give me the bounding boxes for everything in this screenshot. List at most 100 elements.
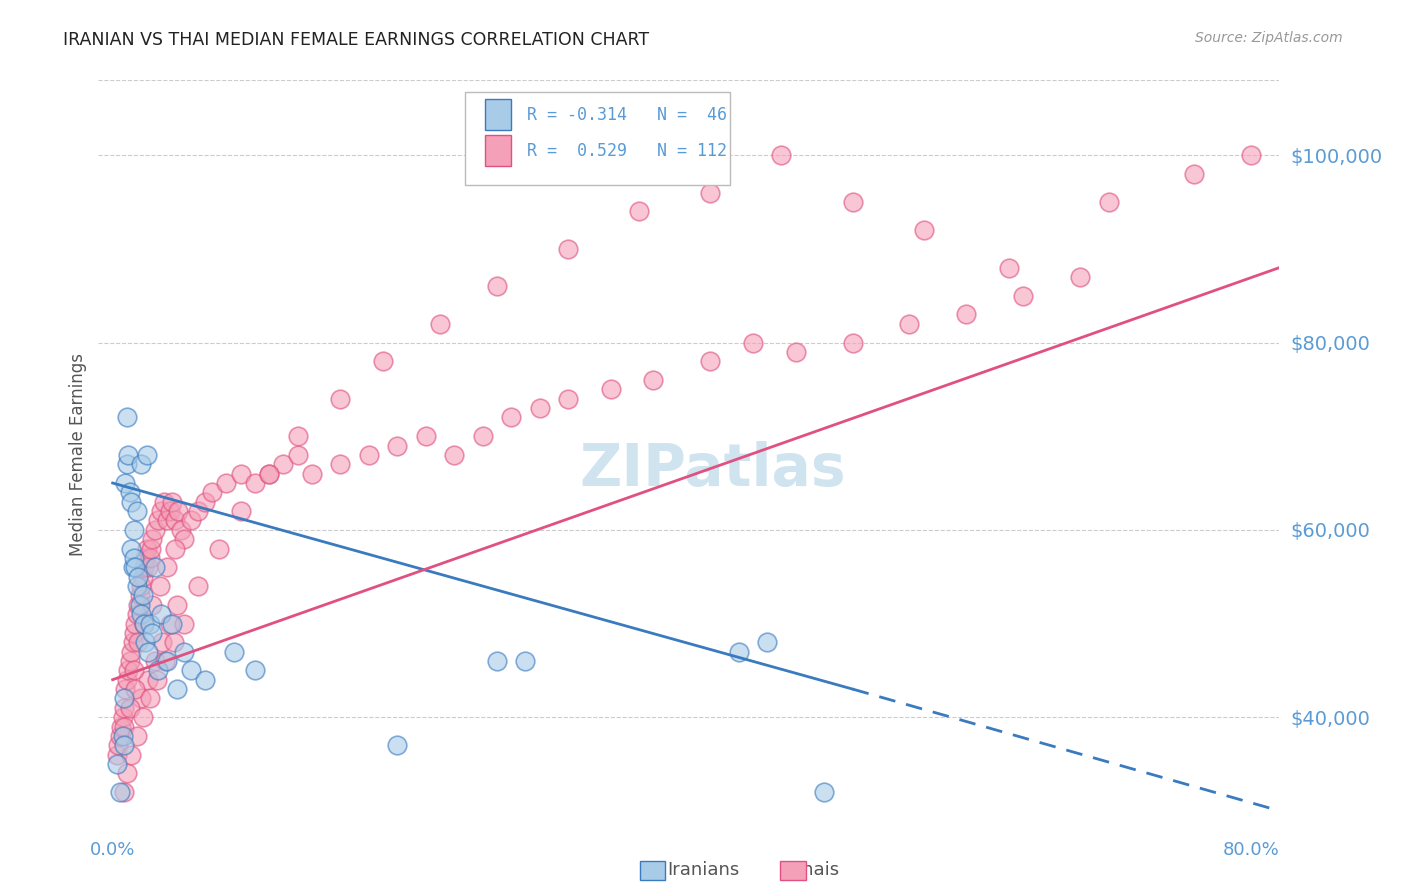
Point (112, 701, 135, 715)
Point (138, 691, 160, 706)
Point (187, 504, 209, 518)
Point (955, 307, 977, 322)
Point (785, 344, 807, 359)
Point (127, 598, 149, 612)
Point (912, 223, 935, 237)
Point (162, 494, 184, 508)
Point (287, 448, 309, 462)
Point (429, 317, 451, 331)
Point (156, 514, 179, 528)
Point (742, 335, 765, 350)
Point (898, 317, 921, 331)
Point (112, 691, 135, 706)
Point (813, 785, 835, 799)
Point (114, 682, 136, 697)
Point (127, 635, 149, 649)
Point (115, 766, 138, 780)
Point (115, 673, 138, 687)
Point (125, 579, 148, 593)
Point (108, 729, 131, 743)
Text: Source: ZipAtlas.com: Source: ZipAtlas.com (1195, 31, 1343, 45)
Point (145, 673, 167, 687)
Point (122, 523, 145, 537)
Point (135, 448, 157, 462)
Point (111, 710, 134, 724)
Point (131, 570, 153, 584)
Point (138, 551, 160, 566)
Point (117, 664, 139, 678)
Point (120, 644, 142, 658)
Point (166, 682, 188, 697)
Point (529, 401, 551, 416)
Point (208, 541, 231, 556)
Point (229, 467, 252, 481)
Point (222, 644, 245, 658)
Point (756, 635, 779, 649)
Point (841, 335, 863, 350)
Point (153, 494, 176, 508)
Point (187, 579, 209, 593)
Point (124, 560, 146, 574)
Bar (485, 99, 510, 130)
Point (387, 439, 409, 453)
Point (136, 673, 159, 687)
Text: IRANIAN VS THAI MEDIAN FEMALE EARNINGS CORRELATION CHART: IRANIAN VS THAI MEDIAN FEMALE EARNINGS C… (63, 31, 650, 49)
Point (118, 701, 141, 715)
Point (357, 448, 380, 462)
Point (257, 467, 280, 481)
Point (111, 729, 134, 743)
Point (105, 747, 128, 762)
Point (301, 467, 323, 481)
Point (165, 514, 187, 528)
Point (443, 448, 465, 462)
Point (143, 654, 166, 668)
Text: ZIPatlas: ZIPatlas (579, 442, 846, 499)
Point (152, 635, 174, 649)
Point (215, 476, 238, 491)
Point (132, 616, 155, 631)
Point (115, 458, 138, 472)
Point (108, 785, 131, 799)
Point (1069, 269, 1091, 284)
Point (143, 523, 166, 537)
Point (162, 616, 184, 631)
Point (515, 654, 537, 668)
Point (125, 607, 148, 622)
Point (122, 626, 145, 640)
Point (138, 616, 160, 631)
Point (125, 504, 148, 518)
Point (112, 719, 135, 733)
Point (135, 541, 157, 556)
Point (149, 579, 172, 593)
Point (628, 204, 651, 219)
Point (107, 739, 129, 753)
Point (131, 589, 153, 603)
Point (643, 373, 665, 387)
Point (166, 598, 188, 612)
Point (118, 654, 141, 668)
Point (159, 504, 181, 518)
Point (770, 148, 793, 162)
Point (120, 541, 142, 556)
Point (194, 494, 217, 508)
Point (112, 785, 135, 799)
Point (557, 242, 579, 256)
Point (173, 644, 195, 658)
Point (599, 383, 621, 397)
Point (1182, 167, 1205, 181)
Text: Iranians: Iranians (666, 861, 740, 879)
Bar (485, 135, 510, 167)
Point (727, 644, 749, 658)
Point (471, 429, 494, 443)
Point (129, 607, 152, 622)
Point (122, 551, 145, 566)
Point (131, 710, 153, 724)
Point (229, 504, 252, 518)
Point (499, 410, 522, 425)
Point (132, 560, 155, 574)
Point (148, 514, 170, 528)
Point (134, 551, 156, 566)
Point (155, 654, 177, 668)
Text: R = -0.314   N =  46: R = -0.314 N = 46 (527, 106, 727, 124)
Point (136, 644, 159, 658)
